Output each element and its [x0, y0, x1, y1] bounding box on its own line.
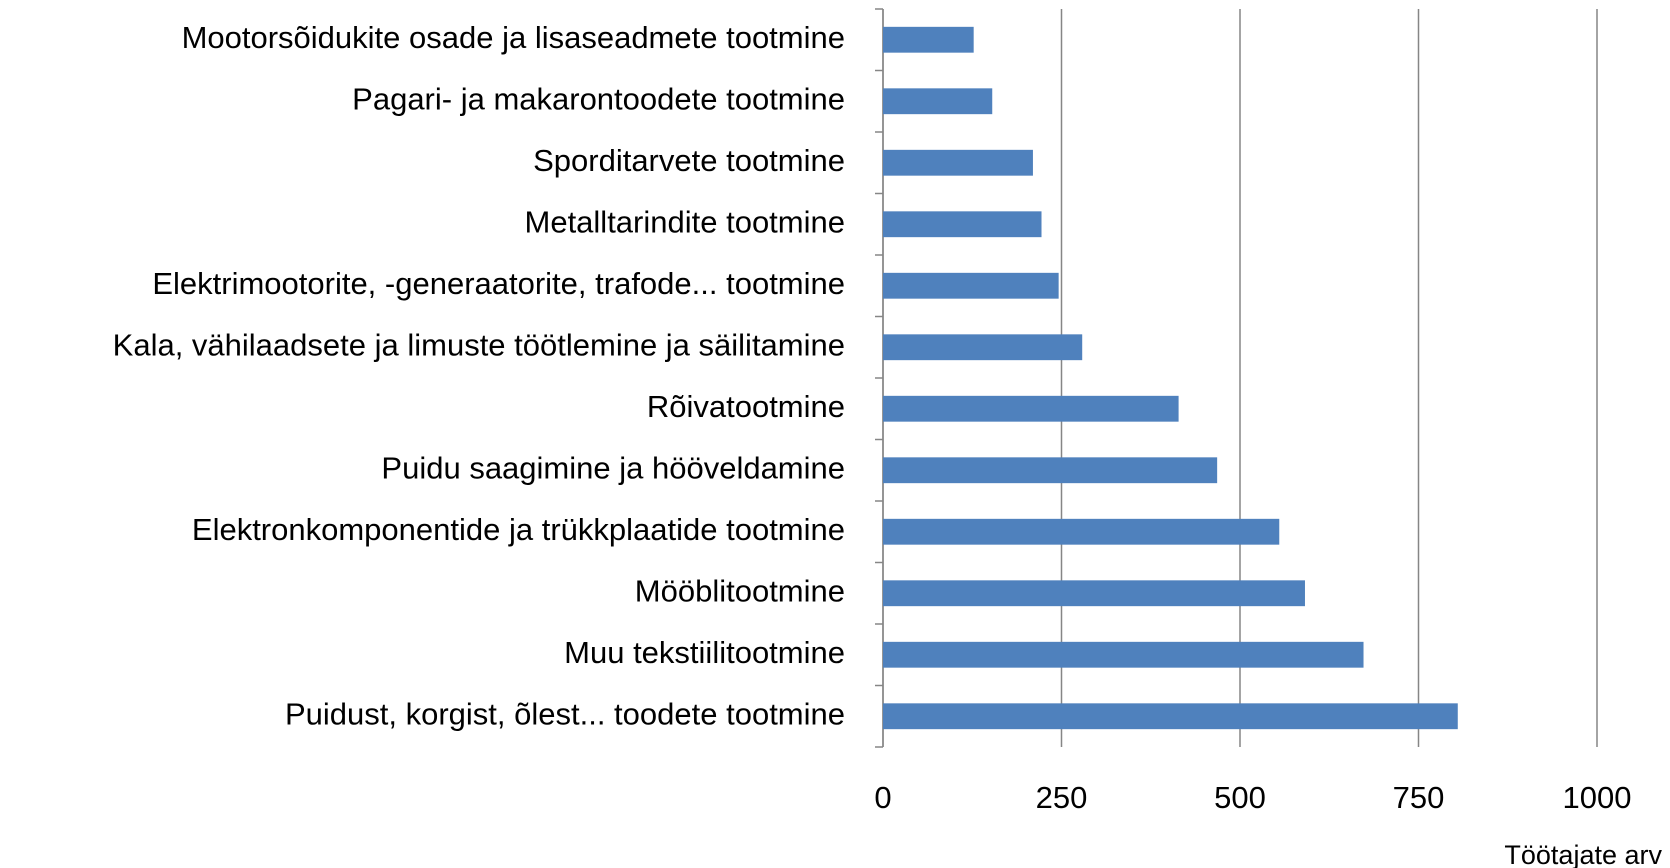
bar [883, 703, 1458, 730]
bar [883, 580, 1305, 607]
bar [883, 457, 1218, 484]
bar [883, 395, 1179, 422]
x-tick-label: 250 [1036, 780, 1088, 815]
bar [883, 211, 1042, 238]
y-tick-label: Rõivatootmine [647, 389, 845, 424]
y-tick-label: Puidu saagimine ja hööveldamine [381, 450, 845, 485]
y-tick-label: Puidust, korgist, õlest... toodete tootm… [285, 696, 845, 731]
y-tick-label: Elektrimootorite, -generaatorite, trafod… [152, 266, 845, 301]
bar [883, 26, 974, 53]
bar [883, 641, 1364, 668]
y-tick-label: Mööblitootmine [635, 573, 845, 608]
y-tick-label: Mootorsõidukite osade ja lisaseadmete to… [182, 20, 845, 55]
y-tick-label: Muu tekstiilitootmine [564, 635, 845, 670]
bar [883, 272, 1059, 299]
bar [883, 518, 1280, 545]
y-tick-label: Metalltarindite tootmine [525, 204, 846, 239]
x-tick-label: 750 [1393, 780, 1445, 815]
y-tick-label: Pagari- ja makarontoodete tootmine [352, 81, 845, 116]
x-tick-label: 0 [874, 780, 891, 815]
bar [883, 149, 1033, 176]
x-tick-label: 500 [1214, 780, 1266, 815]
y-tick-label: Elektronkomponentide ja trükkplaatide to… [192, 512, 845, 547]
x-axis-label: Töötajate arv [1504, 840, 1662, 868]
bar [883, 334, 1083, 361]
x-tick-label: 1000 [1563, 780, 1632, 815]
y-tick-label: Kala, vähilaadsete ja limuste töötlemine… [113, 327, 845, 362]
bar [883, 88, 993, 115]
y-tick-label: Sporditarvete tootmine [533, 143, 845, 178]
